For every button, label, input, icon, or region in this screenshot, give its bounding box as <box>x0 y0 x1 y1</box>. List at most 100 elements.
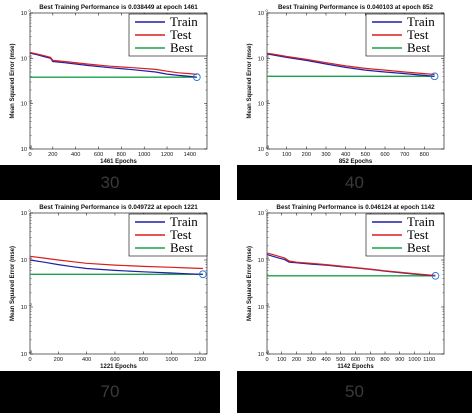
x-tick-label: 900 <box>395 357 404 363</box>
x-tick-label: 1000 <box>165 357 177 363</box>
y-tick-label: 10 <box>258 352 264 358</box>
legend-label-test: Test <box>170 27 192 42</box>
y-tick-exponent: -1 <box>266 255 270 260</box>
x-tick-label: 0 <box>28 357 31 363</box>
series-line-train <box>29 52 197 78</box>
legend-label-test: Test <box>170 227 192 242</box>
x-tick-label: 0 <box>265 357 268 363</box>
caption-1: 30 <box>100 172 120 192</box>
legend-label-best: Best <box>170 40 194 55</box>
x-tick-label: 0 <box>28 152 31 158</box>
caption-bar-4: 50 <box>237 371 472 413</box>
legend-label-best: Best <box>407 240 431 255</box>
y-tick-exponent: -3 <box>266 144 270 149</box>
caption-2: 40 <box>345 172 364 192</box>
x-tick-label: 200 <box>302 152 311 158</box>
x-tick-label: 800 <box>139 357 148 363</box>
x-tick-label: 600 <box>351 357 360 363</box>
chart-title: Best Training Performance is 0.040103 at… <box>278 4 434 11</box>
x-tick-label: 700 <box>400 152 409 158</box>
caption-bar-3: 70 <box>0 371 220 413</box>
y-tick-label: 10 <box>258 11 264 17</box>
x-axis-label: 1221 Epochs <box>100 364 137 370</box>
chart-panel-3: Best Training Performance is 0.049722 at… <box>0 200 237 370</box>
y-tick-exponent: -1 <box>266 53 270 58</box>
y-tick-exponent: 0 <box>266 8 269 13</box>
y-tick-label: 10 <box>21 11 27 17</box>
y-axis-label: Mean Squared Error (mse) <box>247 43 253 118</box>
legend-label-test: Test <box>407 227 429 242</box>
chart-title: Best Training Performance is 0.046124 at… <box>276 204 435 211</box>
chart-title: Best Training Performance is 0.038449 at… <box>39 4 198 11</box>
y-tick-exponent: -2 <box>29 302 33 307</box>
chart-panel-2: Best Training Performance is 0.040103 at… <box>237 0 474 165</box>
caption-bar-2: 40 <box>237 165 472 200</box>
y-tick-label: 10 <box>258 305 264 311</box>
y-tick-exponent: -3 <box>29 349 33 354</box>
y-tick-label: 10 <box>258 211 264 217</box>
legend-label-train: Train <box>407 214 435 229</box>
performance-chart-1: Best Training Performance is 0.038449 at… <box>10 4 208 165</box>
chart-panel-1: Best Training Performance is 0.038449 at… <box>0 0 237 165</box>
legend-label-best: Best <box>407 40 431 55</box>
performance-chart-4: Best Training Performance is 0.046124 at… <box>247 204 445 370</box>
x-tick-label: 300 <box>307 357 316 363</box>
x-tick-label: 1000 <box>408 357 420 363</box>
x-tick-label: 1100 <box>423 357 435 363</box>
x-tick-label: 400 <box>82 357 91 363</box>
x-axis-label: 1142 Epochs <box>337 364 374 370</box>
x-axis-label: 852 Epochs <box>339 159 373 165</box>
legend-label-best: Best <box>170 240 194 255</box>
y-tick-exponent: -3 <box>29 144 33 149</box>
x-tick-label: 600 <box>110 357 119 363</box>
y-tick-exponent: -2 <box>29 99 33 104</box>
y-tick-exponent: -3 <box>266 349 270 354</box>
y-tick-label: 10 <box>258 147 264 153</box>
y-tick-label: 10 <box>21 211 27 217</box>
x-tick-label: 200 <box>54 357 63 363</box>
x-tick-label: 100 <box>277 357 286 363</box>
y-axis-label: Mean Squared Error (mse) <box>247 246 253 321</box>
x-tick-label: 200 <box>48 152 57 158</box>
x-tick-label: 500 <box>361 152 370 158</box>
x-tick-label: 800 <box>420 152 429 158</box>
x-tick-label: 600 <box>380 152 389 158</box>
series-line-test <box>266 252 436 276</box>
series-line-test <box>29 51 197 76</box>
y-tick-exponent: -1 <box>29 255 33 260</box>
legend-label-train: Train <box>170 214 198 229</box>
caption-4: 50 <box>345 382 364 401</box>
x-tick-label: 400 <box>321 357 330 363</box>
y-tick-label: 10 <box>21 352 27 358</box>
series-line-test <box>29 255 203 270</box>
y-tick-label: 10 <box>258 102 264 108</box>
best-point-marker <box>431 271 440 280</box>
x-tick-label: 600 <box>94 152 103 158</box>
series-line-test <box>266 52 435 76</box>
legend-label-train: Train <box>407 14 435 29</box>
y-tick-exponent: 0 <box>29 8 32 13</box>
series-line-train <box>29 259 203 275</box>
x-tick-label: 300 <box>321 152 330 158</box>
y-axis-label: Mean Squared Error (mse) <box>10 246 16 321</box>
legend-label-test: Test <box>407 27 429 42</box>
y-tick-label: 10 <box>21 305 27 311</box>
performance-chart-3: Best Training Performance is 0.049722 at… <box>10 204 208 370</box>
y-tick-exponent: -2 <box>266 99 270 104</box>
x-tick-label: 1000 <box>138 152 150 158</box>
x-tick-label: 800 <box>380 357 389 363</box>
best-point-marker <box>192 73 201 82</box>
y-tick-label: 10 <box>21 147 27 153</box>
chart-panel-4: Best Training Performance is 0.046124 at… <box>237 200 474 370</box>
legend-label-train: Train <box>170 14 198 29</box>
y-tick-exponent: 0 <box>29 208 32 213</box>
series-line-train <box>266 53 435 77</box>
caption-3: 70 <box>100 382 120 401</box>
x-tick-label: 200 <box>292 357 301 363</box>
y-axis-label: Mean Squared Error (mse) <box>10 43 16 118</box>
y-tick-label: 10 <box>258 258 264 264</box>
y-tick-exponent: -1 <box>29 53 33 58</box>
x-tick-label: 1200 <box>161 152 173 158</box>
y-tick-label: 10 <box>258 56 264 62</box>
x-tick-label: 800 <box>117 152 126 158</box>
